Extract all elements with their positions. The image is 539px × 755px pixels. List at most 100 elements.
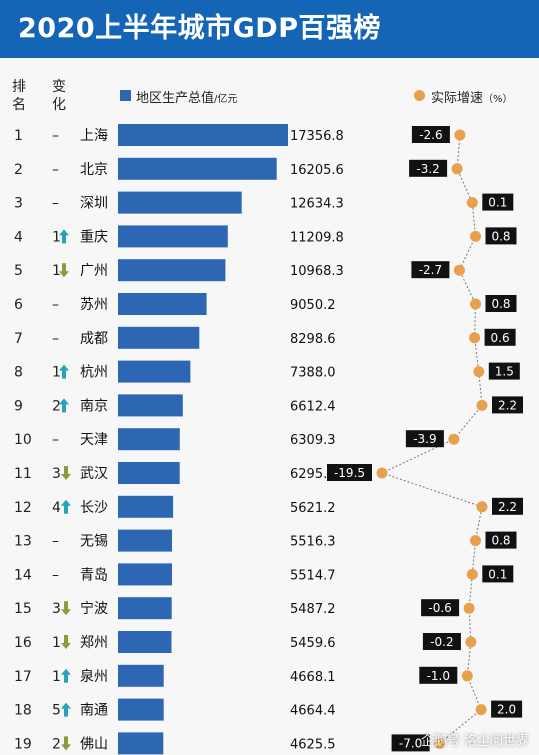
growth-value-label: -0.2 bbox=[430, 635, 453, 649]
growth-dot bbox=[453, 264, 465, 276]
chart-title: 2020上半年城市GDP百强榜 bbox=[18, 13, 382, 44]
rank-label: 14 bbox=[14, 567, 32, 583]
growth-dot bbox=[461, 670, 473, 682]
down-arrow-icon bbox=[59, 263, 69, 278]
gdp-value-label: 4664.4 bbox=[290, 704, 336, 719]
change-label: 1 bbox=[52, 635, 61, 651]
gdp-value-label: 10968.3 bbox=[290, 264, 344, 279]
change-label: – bbox=[52, 331, 59, 347]
growth-value-label: 1.5 bbox=[495, 365, 514, 379]
rank-label: 18 bbox=[14, 703, 32, 719]
growth-legend-unit: （%） bbox=[483, 94, 513, 105]
gdp-value-label: 5621.2 bbox=[290, 501, 336, 516]
growth-label-box bbox=[492, 497, 523, 515]
rank-label: 8 bbox=[14, 365, 23, 381]
growth-dot bbox=[469, 332, 481, 344]
city-label: 泉州 bbox=[80, 668, 108, 685]
change-label: – bbox=[52, 162, 59, 178]
gdp-bar bbox=[118, 225, 228, 248]
growth-label-box bbox=[327, 464, 372, 481]
rank-label: 11 bbox=[14, 466, 32, 482]
change-label: 5 bbox=[52, 703, 61, 719]
up-arrow-icon bbox=[61, 702, 71, 717]
rank-label: 2 bbox=[14, 162, 23, 178]
growth-value-label: -3.2 bbox=[416, 162, 439, 176]
gdp-bar bbox=[118, 428, 180, 451]
change-label: 2 bbox=[52, 736, 61, 752]
growth-label-box bbox=[422, 633, 461, 650]
growth-legend: 实际增速（%） bbox=[431, 87, 513, 106]
change-label: 2 bbox=[52, 398, 61, 414]
rank-label: 9 bbox=[14, 398, 23, 414]
change-label: – bbox=[52, 297, 59, 313]
growth-value-label: 2.2 bbox=[498, 500, 517, 514]
gdp-bar bbox=[118, 259, 226, 282]
change-label: – bbox=[52, 432, 59, 448]
gdp-bar bbox=[118, 495, 174, 518]
down-arrow-icon bbox=[61, 466, 71, 480]
growth-dot bbox=[466, 568, 478, 580]
gdp-legend: 地区生产总值/亿元 bbox=[136, 87, 237, 106]
change-label: 1 bbox=[52, 365, 61, 381]
gdp-value-label: 6309.3 bbox=[290, 433, 336, 448]
growth-dot bbox=[473, 366, 485, 378]
gdp-value-label: 7388.0 bbox=[290, 366, 336, 381]
gdp-bar bbox=[118, 124, 288, 146]
rank-header: 排名 bbox=[12, 79, 26, 113]
gdp-bar bbox=[118, 293, 207, 315]
gdp-value-label: 9050.2 bbox=[290, 298, 336, 313]
rank-label: 16 bbox=[14, 635, 32, 651]
change-label: 3 bbox=[52, 466, 61, 482]
gdp-bar bbox=[118, 326, 200, 349]
gdp-value-label: 6295.3 bbox=[290, 467, 336, 482]
growth-label-box bbox=[411, 261, 450, 279]
growth-label-box bbox=[492, 396, 523, 414]
growth-dot bbox=[466, 197, 478, 209]
gdp-value-label: 5516.3 bbox=[290, 535, 336, 550]
watermark: 企鹅号 洛尘阅世界 bbox=[420, 734, 529, 749]
rank-label: 3 bbox=[14, 196, 23, 212]
growth-dot bbox=[448, 433, 460, 445]
growth-legend-dot bbox=[414, 90, 425, 101]
change-label: – bbox=[52, 196, 59, 212]
rank-label: 5 bbox=[14, 263, 23, 279]
growth-dot bbox=[463, 602, 475, 614]
city-label: 南通 bbox=[80, 703, 108, 719]
rank-label: 10 bbox=[14, 432, 32, 448]
change-label: – bbox=[52, 534, 59, 550]
down-arrow-icon bbox=[61, 635, 71, 649]
change-label: – bbox=[52, 128, 59, 144]
growth-value-label: 0.6 bbox=[491, 331, 510, 345]
gdp-value-label: 4625.5 bbox=[290, 737, 336, 752]
city-label: 佛山 bbox=[80, 736, 108, 752]
growth-value-label: 0.8 bbox=[491, 229, 510, 243]
change-header: 变化 bbox=[52, 79, 66, 113]
change-label: 1 bbox=[52, 263, 61, 279]
gdp-value-label: 5487.2 bbox=[290, 602, 336, 617]
growth-value-label: -7.0 bbox=[399, 736, 422, 750]
growth-value-label: -1.0 bbox=[427, 669, 450, 683]
gdp-bar bbox=[118, 360, 191, 383]
city-label: 苏州 bbox=[80, 297, 108, 313]
growth-label-box bbox=[484, 328, 516, 346]
gdp-bar bbox=[118, 664, 164, 687]
growth-label-box bbox=[482, 565, 514, 583]
gdp-value-label: 12634.3 bbox=[290, 197, 344, 212]
growth-value-label: 0.1 bbox=[488, 196, 507, 210]
gdp-value-label: 5514.7 bbox=[290, 568, 336, 583]
growth-label-box bbox=[391, 734, 430, 752]
title-bar: 2020上半年城市GDP百强榜 bbox=[0, 0, 539, 58]
gdp-bar bbox=[118, 732, 164, 755]
city-label: 天津 bbox=[80, 432, 108, 448]
city-label: 宁波 bbox=[80, 600, 108, 617]
gdp-legend-label: 地区生产总值 bbox=[136, 91, 215, 106]
city-label: 南京 bbox=[80, 398, 108, 414]
city-label: 深圳 bbox=[80, 196, 108, 212]
growth-label-box bbox=[421, 599, 460, 617]
gdp-bar bbox=[118, 462, 180, 484]
gdp-bar bbox=[118, 191, 242, 214]
up-arrow-icon bbox=[61, 499, 71, 514]
growth-label-box bbox=[485, 227, 517, 245]
growth-dot bbox=[376, 467, 388, 479]
